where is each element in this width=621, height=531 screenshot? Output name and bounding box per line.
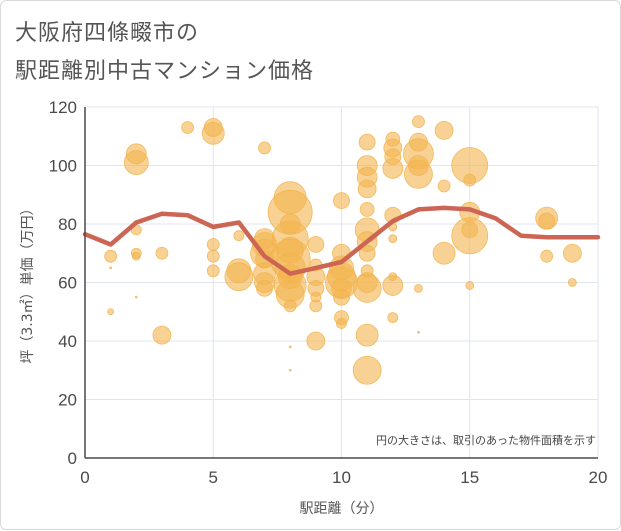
- data-bubble: [206, 238, 220, 251]
- data-bubble: [360, 264, 374, 278]
- data-bubble: [540, 249, 554, 263]
- data-bubble: [109, 266, 113, 270]
- axes: 0 5 10 15 20 0 20 40 60 80 100 120: [49, 98, 608, 487]
- data-bubble: [310, 291, 322, 303]
- data-bubble: [388, 272, 398, 282]
- data-bubble: [333, 192, 350, 210]
- grid: [84, 106, 599, 459]
- data-bubble: [355, 323, 379, 347]
- data-bubble: [125, 143, 147, 165]
- data-bubble: [352, 355, 382, 385]
- data-bubble: [273, 181, 307, 215]
- data-bubble: [131, 251, 141, 261]
- data-bubble: [463, 173, 477, 187]
- y-tick-label: 80: [58, 215, 77, 234]
- y-tick-label: 40: [58, 332, 77, 351]
- data-bubble: [276, 236, 304, 264]
- data-bubble: [412, 115, 425, 129]
- data-bubble: [255, 249, 274, 269]
- data-bubble: [414, 283, 423, 293]
- data-bubble: [567, 278, 577, 287]
- x-tick-label: 15: [460, 468, 479, 487]
- chart-title-line-2: 駅距離別中古マンション価格: [15, 59, 315, 84]
- y-axis-label: 坪（3.3㎡）単価（万円）: [20, 201, 36, 363]
- data-bubble: [432, 241, 456, 265]
- data-bubble: [336, 318, 347, 329]
- data-bubble: [384, 148, 402, 166]
- data-bubble: [283, 299, 297, 313]
- data-bubble: [538, 212, 556, 230]
- x-tick-label: 10: [332, 468, 351, 487]
- data-bubble: [279, 213, 301, 235]
- data-bubble: [461, 221, 479, 239]
- data-bubble: [358, 244, 376, 262]
- data-bubble: [562, 243, 582, 263]
- y-tick-label: 0: [68, 449, 77, 468]
- data-bubble: [417, 330, 420, 334]
- data-bubble: [434, 120, 454, 140]
- data-bubble: [307, 236, 325, 253]
- data-bubble: [254, 228, 275, 250]
- data-bubble: [333, 288, 350, 306]
- data-bubble: [258, 141, 271, 155]
- chart-title-line-1: 大阪府四條畷市の: [15, 21, 200, 46]
- data-bubble: [233, 230, 245, 242]
- data-bubble: [288, 368, 292, 372]
- data-bubble: [226, 258, 252, 284]
- data-bubble: [206, 249, 220, 263]
- data-bubble: [203, 118, 223, 137]
- y-tick-label: 100: [49, 157, 77, 176]
- average-price-line: [82, 205, 601, 276]
- data-bubble: [206, 264, 220, 278]
- data-bubble: [359, 201, 375, 217]
- y-tick-label: 60: [58, 274, 77, 293]
- y-tick-label: 20: [58, 391, 77, 410]
- data-bubble: [387, 312, 399, 324]
- data-bubble: [288, 345, 292, 349]
- data-bubble: [385, 131, 401, 147]
- size-legend-note: 円の大きさは、取引のあった物件面積を示す: [376, 433, 596, 447]
- data-bubble: [107, 308, 115, 316]
- x-tick-label: 0: [80, 468, 89, 487]
- x-axis-label: 駅距離（分）: [300, 500, 384, 517]
- bubble-series: [104, 115, 582, 385]
- data-bubble: [408, 155, 429, 176]
- data-bubble: [388, 234, 398, 244]
- x-tick-label: 5: [209, 468, 218, 487]
- data-bubble: [155, 246, 169, 260]
- data-bubble: [409, 132, 428, 152]
- data-bubble: [152, 325, 172, 345]
- average-line-layer: [82, 205, 601, 276]
- data-bubble: [181, 121, 195, 134]
- data-bubble: [104, 249, 118, 263]
- data-bubble: [256, 279, 273, 297]
- data-bubble: [437, 179, 451, 193]
- data-bubble: [465, 281, 475, 290]
- x-tick-label: 20: [589, 468, 608, 487]
- data-bubble: [358, 133, 376, 151]
- data-bubble: [134, 295, 138, 299]
- y-tick-label: 120: [49, 98, 77, 117]
- data-bubble: [306, 331, 326, 351]
- data-bubble: [357, 179, 377, 199]
